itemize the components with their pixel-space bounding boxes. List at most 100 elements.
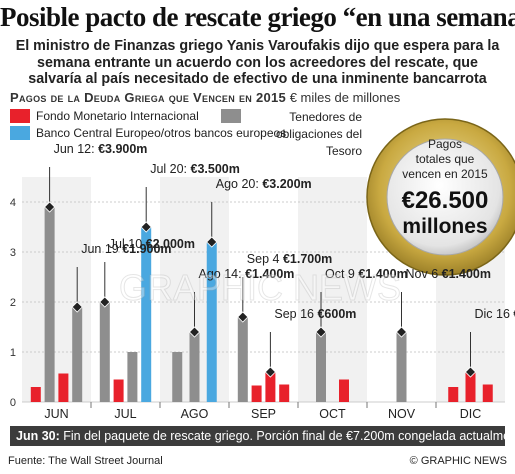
bar-fmi — [113, 379, 124, 402]
annotation-marker — [315, 326, 327, 338]
page-subtitle: El ministro de Finanzas griego Yanis Var… — [15, 38, 500, 87]
bar-fmi — [339, 379, 349, 402]
y-tick-label: 2 — [10, 297, 16, 309]
x-tick-label: NOV — [388, 407, 416, 421]
bar-fmi — [265, 372, 276, 402]
coin-amount: €26.500 — [402, 187, 489, 214]
euro-coin: Pagos totales que vencen en 2015 €26.500… — [366, 118, 515, 276]
annotation-amount: €1.900m — [122, 242, 171, 256]
annotation-label: Dic 16 €600m — [475, 307, 515, 321]
bottom-note-text: Fin del paquete de rescate griego. Porci… — [59, 429, 515, 443]
annotation-date: Oct 9 — [325, 267, 358, 281]
annotation-amount: €1.400m — [245, 267, 294, 281]
legend-swatch-tesoro — [221, 109, 241, 123]
annotation-marker — [464, 366, 477, 378]
bottom-note-date: Jun 30: — [16, 429, 60, 443]
annotation-date: Dic 16 — [475, 307, 514, 321]
annotation-marker — [140, 221, 152, 233]
annotation-date: Jul 20: — [150, 162, 190, 176]
bar-fmi — [465, 372, 476, 402]
bar-fmi — [30, 387, 41, 402]
bar-tesoro — [99, 302, 110, 402]
annotation-label: Sep 16 €600m — [274, 307, 356, 321]
legend-label-tesoro: Tenedores de obligaciones del Tesoro — [275, 110, 362, 158]
annotation-date: Sep 4 — [247, 252, 283, 266]
annotation-label: Jun 12: €3.900m — [54, 142, 148, 156]
annotation-amount: €2.000m — [146, 237, 195, 251]
y-tick-label: 1 — [10, 347, 16, 359]
x-tick-label: SEP — [251, 407, 276, 421]
bar-tesoro — [72, 307, 83, 402]
bar-tesoro — [396, 332, 407, 402]
x-tick-label: OCT — [319, 407, 346, 421]
annotation-date: Sep 16 — [274, 307, 317, 321]
annotation-amount: €3.200m — [262, 177, 311, 191]
y-tick-label: 3 — [10, 247, 16, 259]
page-title: Posible pacto de rescate griego “en una … — [0, 2, 515, 32]
annotation-marker — [206, 236, 218, 248]
coin-line3: vencen en 2015 — [402, 167, 488, 181]
chart-ticks: JUN JUL AGO SEP OCT NOV DIC — [44, 402, 481, 421]
annotation-label: Jun 19 €1.900m — [81, 242, 171, 256]
annotation-label: Jul 20: €3.500m — [150, 162, 240, 176]
annotation-date: Jun 19 — [81, 242, 122, 256]
chart-guides — [49, 167, 471, 372]
chart-heading-unit: € miles de millones — [289, 90, 401, 105]
annotation-amount: €1.400m — [442, 267, 491, 281]
annotation-amount: €3.900m — [98, 142, 147, 156]
watermark-text: GRAPHIC NEWS — [119, 267, 401, 308]
annotation-marker — [395, 326, 408, 338]
chart-heading: Pagos de la Deuda Griega que Vencen en 2… — [10, 90, 400, 105]
x-tick-label: JUL — [114, 407, 136, 421]
legend-swatch-bce — [10, 126, 30, 140]
bar-tesoro — [316, 332, 326, 402]
annotation-date: Jul 10 — [109, 237, 146, 251]
annotation-amount: €1.400m — [358, 267, 407, 281]
bar-fmi — [251, 385, 262, 402]
bar-fmi — [58, 373, 69, 402]
annotation-label: Sep 4 €1.700m — [247, 252, 332, 266]
y-tick-label: 0 — [10, 397, 16, 409]
annotation-date: Ago 14: — [199, 267, 246, 281]
x-tick-label: JUN — [44, 407, 68, 421]
bar-tesoro — [189, 332, 200, 402]
coin-line1: Pagos — [428, 137, 462, 151]
group-band — [298, 177, 367, 402]
annotation-amount: €600m — [317, 307, 356, 321]
bar-fmi — [279, 384, 290, 402]
annotation-marker — [264, 366, 276, 378]
bar-tesoro — [44, 207, 55, 402]
annotation-marker — [188, 326, 201, 338]
bar-fmi — [448, 387, 459, 402]
bar-bce — [141, 227, 152, 402]
annotation-date: Ago 20: — [216, 177, 263, 191]
coin-unit: millones — [402, 215, 487, 238]
annotation-label: Ago 14: €1.400m — [199, 267, 295, 281]
bar-tesoro — [172, 352, 183, 402]
annotation-marker — [237, 311, 249, 323]
annotation-label: Ago 20: €3.200m — [216, 177, 312, 191]
bar-fmi — [482, 384, 493, 402]
annotation-amount: €600m — [513, 307, 515, 321]
credit-text: © GRAPHIC NEWS — [409, 455, 507, 467]
x-tick-label: AGO — [181, 407, 209, 421]
annotation-marker — [99, 296, 111, 308]
source-text: Fuente: The Wall Street Journal — [8, 455, 163, 467]
annotation-amount: €3.500m — [191, 162, 240, 176]
legend-swatch-fmi — [10, 109, 30, 123]
annotation-label: Oct 9 €1.400m — [325, 267, 408, 281]
coin-line2: totales que — [416, 152, 475, 166]
x-tick-label: DIC — [460, 407, 482, 421]
chart-heading-title: Pagos de la Deuda Griega que Vencen en 2… — [10, 90, 287, 105]
annotation-date: Nov 6 — [406, 267, 442, 281]
bar-tesoro — [127, 352, 138, 402]
annotation-marker — [44, 201, 56, 213]
annotation-date: Jun 12: — [54, 142, 98, 156]
legend-label-bce: Banco Central Europeo/otros bancos europ… — [36, 126, 287, 140]
annotation-marker — [71, 301, 83, 313]
bar-bce — [206, 242, 217, 402]
legend-label-fmi: Fondo Monetario Internacional — [36, 109, 199, 123]
annotation-label: Nov 6 €1.400m — [406, 267, 492, 281]
annotation-label: Jul 10 €2.000m — [109, 237, 195, 251]
